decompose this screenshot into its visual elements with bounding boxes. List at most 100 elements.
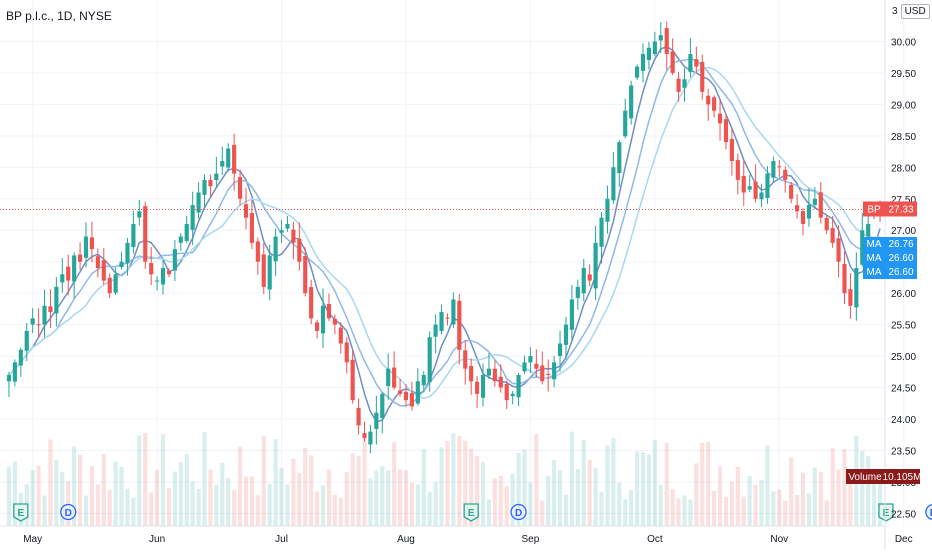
volume-bar: [617, 482, 622, 526]
candle-body: [510, 393, 515, 397]
candle-body: [818, 192, 823, 218]
candle-body: [640, 54, 646, 71]
volume-bar: [143, 433, 148, 526]
candle-body: [344, 342, 349, 363]
volume-bar: [504, 485, 509, 526]
candle-body: [326, 303, 332, 319]
candle-body: [166, 270, 172, 275]
volume-bar: [818, 471, 823, 526]
candle-body: [155, 280, 160, 282]
volume-bar: [457, 436, 462, 526]
volume-bar: [315, 491, 320, 526]
dividend-event-icon[interactable]: [510, 503, 527, 521]
volume-bar: [220, 462, 225, 526]
volume-bar: [664, 442, 669, 526]
candle-body: [457, 300, 462, 350]
candle-body: [320, 305, 326, 334]
volume-bar: [54, 459, 59, 526]
volume-bar: [89, 466, 94, 526]
candle-body: [540, 365, 545, 382]
candle-body: [652, 41, 657, 55]
price-axis-tick: 24.00: [891, 415, 916, 426]
volume-bars: [6, 431, 883, 526]
event-markers[interactable]: EDEDED: [13, 503, 932, 522]
volume-bar: [552, 459, 557, 526]
volume-bar: [83, 495, 89, 526]
candle-body: [557, 343, 563, 357]
volume-bar: [522, 449, 527, 526]
ma-badge-value: 26.60: [888, 267, 913, 278]
volume-bar: [392, 442, 397, 526]
symbol-legend[interactable]: BP p.l.c., 1D, NYSE: [6, 9, 112, 23]
candle-body: [830, 228, 835, 243]
volume-bar: [66, 481, 71, 526]
volume-bar: [6, 466, 12, 526]
volume-bar: [623, 499, 628, 526]
volume-bar: [297, 472, 302, 526]
candle-body: [806, 205, 812, 219]
price-axis-tick: 27.00: [891, 226, 916, 237]
candle-body: [475, 381, 480, 394]
candle-body: [95, 256, 100, 268]
candle-body: [6, 374, 12, 382]
event-label: D: [515, 508, 522, 519]
candle-body: [575, 286, 580, 299]
candle-body: [445, 317, 450, 319]
candle-body: [332, 318, 337, 325]
price-axis-tick: 23.50: [891, 446, 916, 457]
volume-bar: [836, 469, 841, 526]
volume-bar: [249, 476, 254, 526]
candle-body: [783, 169, 788, 180]
candle-body: [297, 238, 302, 262]
ma-badge-label: MA: [867, 253, 882, 264]
earnings-event-icon[interactable]: [13, 503, 29, 522]
volume-bar: [640, 452, 646, 526]
volume-bar: [368, 478, 373, 526]
volume-bar: [783, 500, 788, 526]
ma-badge-label: MA: [867, 239, 882, 250]
dividend-event-icon[interactable]: [60, 503, 77, 521]
time-axis[interactable]: May Jun Jul Aug Sep Oct Nov Dec: [0, 525, 913, 545]
price-axis-tick: 28.00: [891, 163, 916, 174]
ma-badge-label-bg: [863, 251, 885, 265]
candle-body: [516, 374, 521, 398]
price-axis[interactable]: 30.0029.5029.0028.5028.0027.5027.0026.50…: [884, 0, 916, 550]
axis-badges: BP 27.33 MA 26.76 MA 26.60 MA 26.60 Volume 10.105…: [846, 201, 921, 484]
time-axis-tick: Aug: [397, 534, 415, 545]
volume-bar: [261, 436, 266, 526]
candle-body: [315, 322, 320, 331]
earnings-event-icon[interactable]: [463, 503, 479, 522]
candle-body: [700, 61, 705, 92]
earnings-event-icon[interactable]: [878, 503, 894, 522]
candle-body: [24, 330, 29, 351]
volume-bar: [155, 469, 160, 526]
ma-badge-label-bg: [863, 237, 885, 251]
candle-body: [243, 204, 249, 218]
currency-selector[interactable]: 3 USD: [892, 4, 930, 19]
candle-body: [184, 223, 189, 241]
candle-body: [759, 192, 764, 200]
volume-bar: [498, 475, 503, 526]
volume-bar: [303, 447, 308, 526]
volume-bar: [688, 499, 693, 526]
volume-bar: [439, 447, 444, 526]
candle-body: [368, 431, 373, 445]
volume-bar: [486, 499, 492, 526]
candle-body: [492, 368, 497, 382]
candle-body: [717, 113, 723, 124]
candle-body: [723, 119, 729, 143]
volume-bar: [427, 491, 432, 526]
moving-averages: [8, 45, 881, 423]
candle-body: [712, 97, 717, 111]
event-label: E: [883, 508, 890, 519]
currency-label[interactable]: USD: [900, 4, 930, 19]
candle-body: [208, 180, 213, 187]
volume-bar: [255, 495, 260, 526]
volume-bar: [232, 490, 237, 526]
candle-body: [812, 198, 817, 206]
dividend-event-icon[interactable]: [925, 503, 932, 521]
volume-bar: [125, 488, 130, 526]
volume-bar: [184, 453, 189, 526]
